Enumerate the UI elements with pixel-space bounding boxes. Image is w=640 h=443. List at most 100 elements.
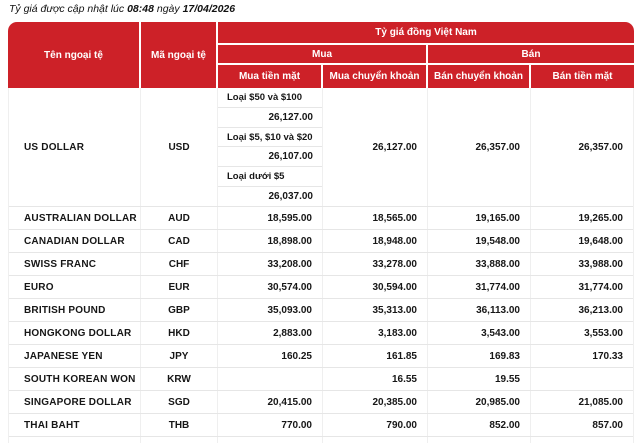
sell-transfer-value: 169.83 — [428, 345, 531, 367]
buy-transfer-value: 16.55 — [323, 368, 428, 390]
table-header: Tên ngoại tệ Mã ngoại tệ Tỷ giá đồng Việ… — [8, 22, 634, 88]
header-sell-transfer: Bán chuyển khoản — [428, 65, 531, 88]
currency-code: THB — [141, 414, 218, 436]
buy-cash-value: 160.25 — [218, 345, 323, 367]
buy-cash-value — [218, 437, 323, 443]
update-date: 17/04/2026 — [182, 3, 236, 15]
table-row: JAPANESE YEN JPY 160.25 161.85 169.83 17… — [9, 345, 633, 368]
sell-transfer-value: 31,774.00 — [428, 276, 531, 298]
currency-code: EUR — [141, 276, 218, 298]
currency-name: EURO — [9, 276, 141, 298]
currency-rows: AUSTRALIAN DOLLAR AUD 18,595.00 18,565.0… — [9, 207, 633, 437]
currency-name: CANADIAN DOLLAR — [9, 230, 141, 252]
buy-cash-value: 35,093.00 — [218, 299, 323, 321]
usd-cash-tiers: Loại $50 và $100 26,127.00 Loại $5, $10 … — [218, 88, 323, 206]
table-row: AUSTRALIAN DOLLAR AUD 18,595.00 18,565.0… — [9, 207, 633, 230]
sell-cash-value: 170.33 — [592, 350, 623, 362]
buy-cash-value: 18,898.00 — [218, 230, 323, 252]
sell-cash-value: 26,357.00 — [578, 141, 624, 153]
usd-tier-label: Loại $5, $10 và $20 — [218, 128, 322, 148]
sell-cash-value: 33,988.00 — [578, 258, 624, 270]
header-sell-cash: Bán tiền mặt — [531, 65, 634, 88]
table-body: US DOLLAR USD Loại $50 và $100 26,127.00… — [8, 88, 634, 443]
sell-transfer-value: 19,165.00 — [428, 207, 531, 229]
currency-name: US DOLLAR — [9, 88, 141, 206]
currency-code: JPY — [141, 345, 218, 367]
sell-transfer-value: 20,985.00 — [428, 391, 531, 413]
sell-cash-value: 31,774.00 — [578, 281, 624, 293]
currency-code — [141, 437, 218, 443]
sell-transfer-value: 26,357.00 — [428, 88, 531, 206]
sell-cash-value: 19,265.00 — [578, 212, 624, 224]
buy-cash-value — [218, 368, 323, 390]
header-rate-group: Tỷ giá đồng Việt Nam — [218, 22, 634, 45]
usd-tier-value: 26,037.00 — [268, 191, 314, 203]
sell-transfer-value: 36,113.00 — [428, 299, 531, 321]
header-currency-name: Tên ngoại tệ — [8, 22, 141, 88]
exchange-rate-table: Tên ngoại tệ Mã ngoại tệ Tỷ giá đồng Việ… — [8, 22, 634, 443]
usd-tier-value: 26,127.00 — [218, 108, 322, 128]
update-timestamp: Tỷ giá được cập nhật lúc 08:48 ngày 17/0… — [9, 3, 235, 15]
currency-code: USD — [141, 88, 218, 206]
sell-cash-value: 19,648.00 — [578, 235, 624, 247]
buy-transfer-value: 161.85 — [323, 345, 428, 367]
header-buy-transfer: Mua chuyển khoản — [323, 65, 428, 88]
buy-cash-value: 18,595.00 — [218, 207, 323, 229]
sell-cash-value: 36,213.00 — [578, 304, 624, 316]
buy-transfer-value: 33,278.00 — [323, 253, 428, 275]
buy-cash-value: 33,208.00 — [218, 253, 323, 275]
currency-code: KRW — [141, 368, 218, 390]
sell-transfer-value: 33,888.00 — [428, 253, 531, 275]
currency-code: AUD — [141, 207, 218, 229]
table-row: SINGAPORE DOLLAR SGD 20,415.00 20,385.00… — [9, 391, 633, 414]
currency-code: CAD — [141, 230, 218, 252]
sell-transfer-value: 3,543.00 — [428, 322, 531, 344]
sell-cash-value — [531, 437, 633, 443]
buy-transfer-value: 35,313.00 — [323, 299, 428, 321]
header-buy-cash: Mua tiền mặt — [218, 65, 323, 88]
table-row: HONGKONG DOLLAR HKD 2,883.00 3,183.00 3,… — [9, 322, 633, 345]
currency-name: HONGKONG DOLLAR — [9, 322, 141, 344]
sell-cash-value: 21,085.00 — [578, 396, 624, 408]
table-row: BRITISH POUND GBP 35,093.00 35,313.00 36… — [9, 299, 633, 322]
currency-name — [9, 437, 141, 443]
table-row: CANADIAN DOLLAR CAD 18,898.00 18,948.00 … — [9, 230, 633, 253]
header-buy: Mua — [218, 45, 428, 65]
currency-code: HKD — [141, 322, 218, 344]
currency-name: JAPANESE YEN — [9, 345, 141, 367]
table-row: THAI BAHT THB 770.00 790.00 852.00 857.0… — [9, 414, 633, 437]
usd-tier-value: 26,107.00 — [218, 147, 322, 168]
buy-cash-value: 770.00 — [218, 414, 323, 436]
sell-transfer-value: 852.00 — [428, 414, 531, 436]
currency-code: SGD — [141, 391, 218, 413]
currency-code: GBP — [141, 299, 218, 321]
currency-name: AUSTRALIAN DOLLAR — [9, 207, 141, 229]
usd-tier-label: Loại dưới $5 — [218, 167, 322, 188]
buy-transfer-value: 20,385.00 — [323, 391, 428, 413]
header-currency-code: Mã ngoại tệ — [141, 22, 218, 88]
sell-transfer-value: 19,548.00 — [428, 230, 531, 252]
sell-cash-value: 3,553.00 — [584, 327, 623, 339]
header-sell: Bán — [428, 45, 634, 65]
sell-cash-value: 857.00 — [592, 419, 623, 431]
buy-cash-value: 20,415.00 — [218, 391, 323, 413]
currency-name: SINGAPORE DOLLAR — [9, 391, 141, 413]
table-row-usd: US DOLLAR USD Loại $50 và $100 26,127.00… — [9, 88, 633, 207]
buy-transfer-value: 790.00 — [323, 414, 428, 436]
currency-code: CHF — [141, 253, 218, 275]
buy-transfer-value: 30,594.00 — [323, 276, 428, 298]
update-time: 08:48 — [127, 3, 154, 15]
buy-cash-value: 2,883.00 — [218, 322, 323, 344]
buy-transfer-value: 18,948.00 — [323, 230, 428, 252]
sell-transfer-value — [428, 437, 531, 443]
buy-cash-value: 30,574.00 — [218, 276, 323, 298]
update-timestamp-prefix: Tỷ giá được cập nhật lúc — [9, 3, 125, 15]
buy-transfer-value — [323, 437, 428, 443]
table-row: SWISS FRANC CHF 33,208.00 33,278.00 33,8… — [9, 253, 633, 276]
table-row: SOUTH KOREAN WON KRW 16.55 19.55 — [9, 368, 633, 391]
buy-transfer-value: 26,127.00 — [323, 88, 428, 206]
sell-transfer-value: 19.55 — [428, 368, 531, 390]
usd-tier-label: Loại $50 và $100 — [218, 88, 322, 108]
update-timestamp-middle: ngày — [156, 3, 180, 15]
currency-name: BRITISH POUND — [9, 299, 141, 321]
